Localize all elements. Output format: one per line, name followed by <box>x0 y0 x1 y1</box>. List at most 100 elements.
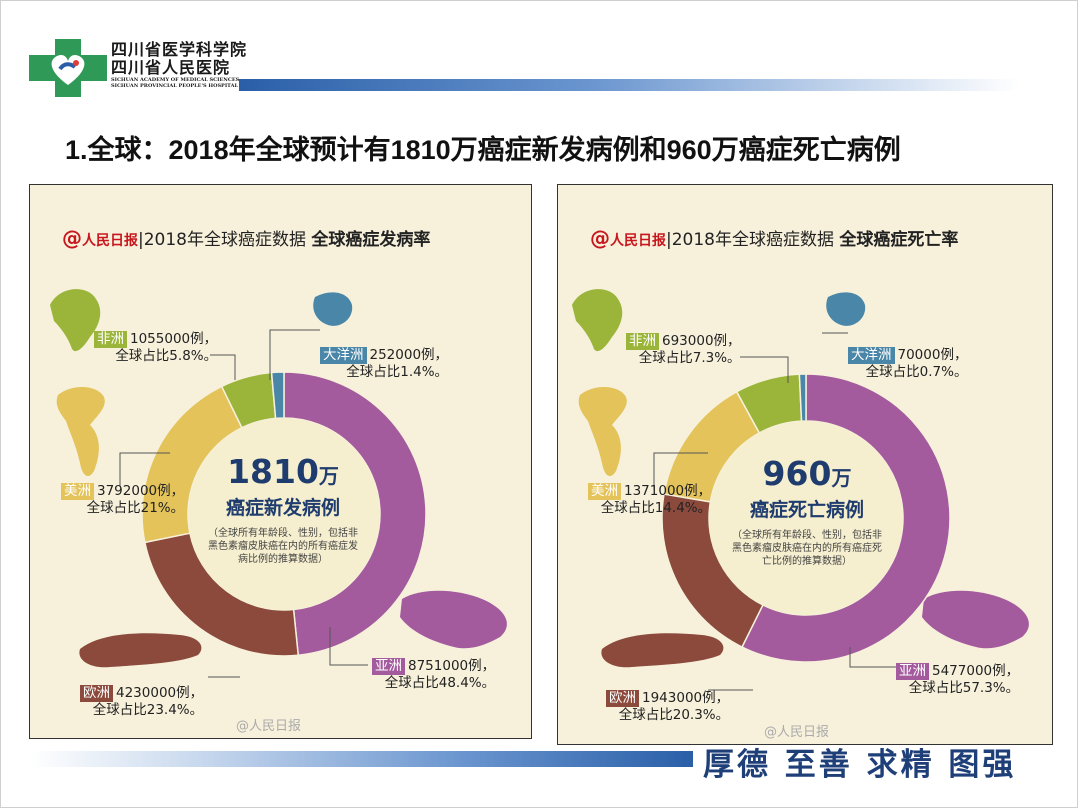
leader-line-asia <box>849 647 896 668</box>
total-label: 癌症新发病例 <box>225 497 340 519</box>
label-africa: 非洲 693000例， 全球占比7.3%。 <box>626 333 741 367</box>
europe-map-icon <box>79 633 202 668</box>
label-europe: 欧洲 4230000例， 全球占比23.4%。 <box>80 685 203 719</box>
europe-map-icon <box>601 633 724 668</box>
label-share: 全球占比14.4%。 <box>600 500 712 516</box>
total-unit: 万 <box>318 464 339 488</box>
label-tag: 欧洲 <box>606 690 639 707</box>
estimate-note: （全球所有年龄段、性别，包括非黑色素瘤皮肤癌在内的所有癌症发病比例的推算数据） <box>208 528 358 565</box>
peoples-daily-logo-icon: @ <box>62 226 82 250</box>
label-share: 全球占比5.8%。 <box>115 348 218 364</box>
label-share: 全球占比0.7%。 <box>865 364 968 380</box>
label-share: 全球占比7.3%。 <box>638 350 741 366</box>
asia-map-icon <box>400 590 507 649</box>
oceania-map-icon <box>826 292 866 326</box>
label-count: 1943000例， <box>642 690 730 706</box>
leader-lines <box>653 332 896 691</box>
slide-title: 1.全球：2018年全球预计有1810万癌症新发病例和960万癌症死亡病例 <box>65 135 901 165</box>
panel-title: 全球癌症死亡率 <box>839 230 959 250</box>
panel-title-prefix: |2018年全球癌症数据 <box>138 230 306 250</box>
label-count: 1371000例， <box>624 483 712 499</box>
label-share: 全球占比57.3%。 <box>908 680 1020 696</box>
total-number: 1810 <box>227 452 319 491</box>
mortality-donut-chart <box>572 289 1029 691</box>
peoples-daily-logo-icon: @ <box>590 226 610 250</box>
total-number: 960 <box>762 454 832 493</box>
label-share: 全球占比20.3%。 <box>618 707 730 723</box>
label-count: 693000例， <box>662 333 741 349</box>
leader-line-america <box>119 452 170 487</box>
header-gradient-bar <box>239 79 1019 91</box>
label-tag: 美洲 <box>588 483 621 500</box>
label-tag: 非洲 <box>626 333 659 350</box>
org-name-line2: 四川省人民医院 <box>111 58 231 77</box>
estimate-note: （全球所有年龄段、性别，包括非黑色素瘤皮肤癌在内的所有癌症死亡比例的推算数据） <box>732 530 882 567</box>
incidence-donut-chart <box>50 289 507 678</box>
total-label: 癌症死亡病例 <box>749 499 864 521</box>
org-name-line1: 四川省医学科学院 <box>111 40 248 59</box>
continent-maps <box>572 289 1029 668</box>
africa-map-icon <box>572 289 623 352</box>
label-tag: 亚洲 <box>896 663 929 680</box>
leader-line-oceania <box>269 329 320 380</box>
label-asia: 亚洲 5477000例， 全球占比57.3%。 <box>896 663 1019 697</box>
panel-title: 全球癌症发病率 <box>311 230 431 250</box>
panel-header: @人民日报|2018年全球癌症数据 全球癌症死亡率 <box>590 225 958 250</box>
label-count: 1055000例， <box>130 331 218 347</box>
org-name-en2: SICHUAN PROVINCIAL PEOPLE'S HOSPITAL <box>111 83 239 89</box>
label-america: 美洲 3792000例， 全球占比21%。 <box>61 483 184 517</box>
panel-header: @人民日报|2018年全球癌症数据 全球癌症发病率 <box>62 225 430 250</box>
label-america: 美洲 1371000例， 全球占比14.4%。 <box>588 483 711 517</box>
leader-line-africa <box>210 354 236 380</box>
total-value: 960万 <box>732 455 882 497</box>
label-count: 4230000例， <box>116 685 204 701</box>
label-count: 70000例， <box>897 347 968 363</box>
label-share: 全球占比1.4%。 <box>346 364 449 380</box>
label-tag: 大洋洲 <box>320 347 367 364</box>
label-count: 5477000例， <box>932 663 1020 679</box>
label-tag: 大洋洲 <box>848 347 895 364</box>
africa-map-icon <box>50 289 101 352</box>
label-asia: 亚洲 8751000例， 全球占比48.4%。 <box>372 658 495 692</box>
asia-map-icon <box>922 590 1029 649</box>
weibo-watermark: @人民日报 <box>236 719 302 734</box>
label-oceania: 大洋洲 70000例， 全球占比0.7%。 <box>848 347 967 381</box>
donut-slices <box>141 371 427 657</box>
org-name-en1: SICHUAN ACADEMY OF MEDICAL SCIENCES <box>111 77 240 83</box>
donut-center: 1810万 癌症新发病例 （全球所有年龄段、性别，包括非黑色素瘤皮肤癌在内的所有… <box>208 453 358 566</box>
label-africa: 非洲 1055000例， 全球占比5.8%。 <box>94 331 217 365</box>
organization-name: 四川省医学科学院 四川省人民医院 SICHUAN ACADEMY OF MEDI… <box>111 40 248 90</box>
america-map-icon <box>578 386 627 477</box>
label-tag: 非洲 <box>94 331 127 348</box>
donut-center: 960万 癌症死亡病例 （全球所有年龄段、性别，包括非黑色素瘤皮肤癌在内的所有癌… <box>732 455 882 568</box>
leader-line-asia <box>329 627 368 666</box>
donut-hole <box>709 421 903 615</box>
leader-lines <box>119 329 368 678</box>
donut-hole <box>188 418 380 610</box>
hospital-logo-icon <box>29 39 107 97</box>
source-name: 人民日报 <box>82 233 138 249</box>
oceania-map-icon <box>313 292 353 326</box>
mortality-panel: @人民日报|2018年全球癌症数据 全球癌症死亡率 非洲 693000例， <box>557 184 1053 745</box>
incidence-panel: @人民日报|2018年全球癌症数据 全球癌症发病率 非洲 1055000例， <box>29 184 532 739</box>
continent-maps <box>50 289 507 668</box>
label-count: 8751000例， <box>408 658 496 674</box>
panel-title-prefix: |2018年全球癌症数据 <box>666 230 834 250</box>
donut-slices <box>661 373 951 663</box>
source-name: 人民日报 <box>610 233 666 249</box>
leader-line-america <box>653 452 708 490</box>
hospital-motto: 厚德 至善 求精 图强 <box>703 747 1017 783</box>
total-value: 1810万 <box>208 453 358 495</box>
total-unit: 万 <box>831 466 852 490</box>
footer-gradient-bar <box>31 751 693 767</box>
label-oceania: 大洋洲 252000例， 全球占比1.4%。 <box>320 347 448 381</box>
label-count: 3792000例， <box>97 483 185 499</box>
label-tag: 亚洲 <box>372 658 405 675</box>
label-share: 全球占比21%。 <box>86 500 185 516</box>
label-share: 全球占比48.4%。 <box>384 675 496 691</box>
label-europe: 欧洲 1943000例， 全球占比20.3%。 <box>606 690 729 724</box>
label-tag: 美洲 <box>61 483 94 500</box>
label-share: 全球占比23.4%。 <box>92 702 204 718</box>
label-tag: 欧洲 <box>80 685 113 702</box>
